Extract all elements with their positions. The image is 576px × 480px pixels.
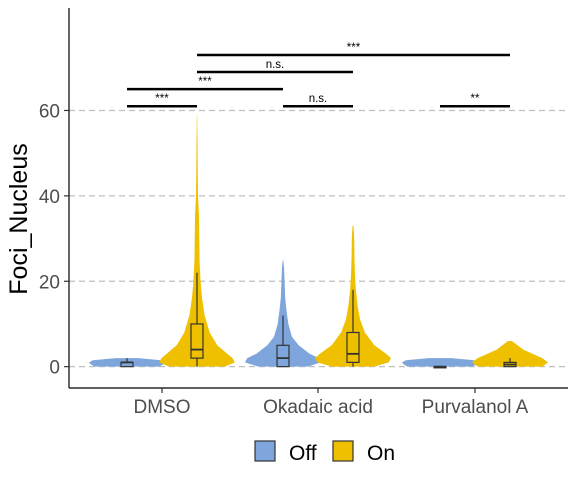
box-okadaic-acid-on xyxy=(346,331,360,363)
y-tick-label-40: 40 xyxy=(39,187,60,208)
y-tick-label-20: 20 xyxy=(39,272,60,293)
significance-label-5: n.s. xyxy=(266,59,285,71)
ticks: 0 20 40 60 DMSO Okadaic acid Purvalanol A xyxy=(39,101,529,418)
x-tick-label-dmso: DMSO xyxy=(134,397,191,418)
violin-purvalanol-a-off xyxy=(402,358,478,367)
significance-label-6: *** xyxy=(347,42,361,54)
violins xyxy=(89,114,548,367)
legend-label-off: Off xyxy=(289,442,317,465)
significance-label-3: ** xyxy=(471,93,480,105)
box-dmso-on xyxy=(190,323,204,359)
x-tick-label-purvalanol-a: Purvalanol A xyxy=(422,397,529,418)
boxplot-dmso-off xyxy=(120,358,134,368)
axes xyxy=(68,8,568,389)
significance-brackets: *** n.s. *****n.s.*** xyxy=(127,42,510,108)
violin-dmso-on xyxy=(159,114,235,367)
boxplot-okadaic-acid-off xyxy=(276,315,290,368)
violin-purvalanol-a-on xyxy=(472,341,548,367)
boxplot-dmso-on xyxy=(190,272,204,367)
y-tick-label-60: 60 xyxy=(39,101,60,122)
boxplot-purvalanol-a-off xyxy=(433,365,447,369)
significance-label-1: *** xyxy=(155,93,169,105)
violin-okadaic-acid-off xyxy=(245,259,321,367)
y-axis-title: Foci_Nucleus xyxy=(5,143,33,294)
legend-label-on: On xyxy=(367,442,395,465)
y-tick-label-0: 0 xyxy=(49,358,60,379)
legend-swatch-on xyxy=(332,440,354,462)
significance-label-2: n.s. xyxy=(309,93,328,105)
boxplots xyxy=(120,272,517,369)
box-okadaic-acid-off xyxy=(276,344,290,368)
legend-swatch-off xyxy=(254,440,276,462)
boxplot-purvalanol-a-on xyxy=(503,358,517,368)
x-tick-label-okadaic-acid: Okadaic acid xyxy=(263,397,373,418)
grid-lines xyxy=(69,109,568,368)
boxplot-okadaic-acid-on xyxy=(346,289,360,367)
significance-label-4: *** xyxy=(198,76,212,88)
legend: Off On xyxy=(254,440,395,465)
